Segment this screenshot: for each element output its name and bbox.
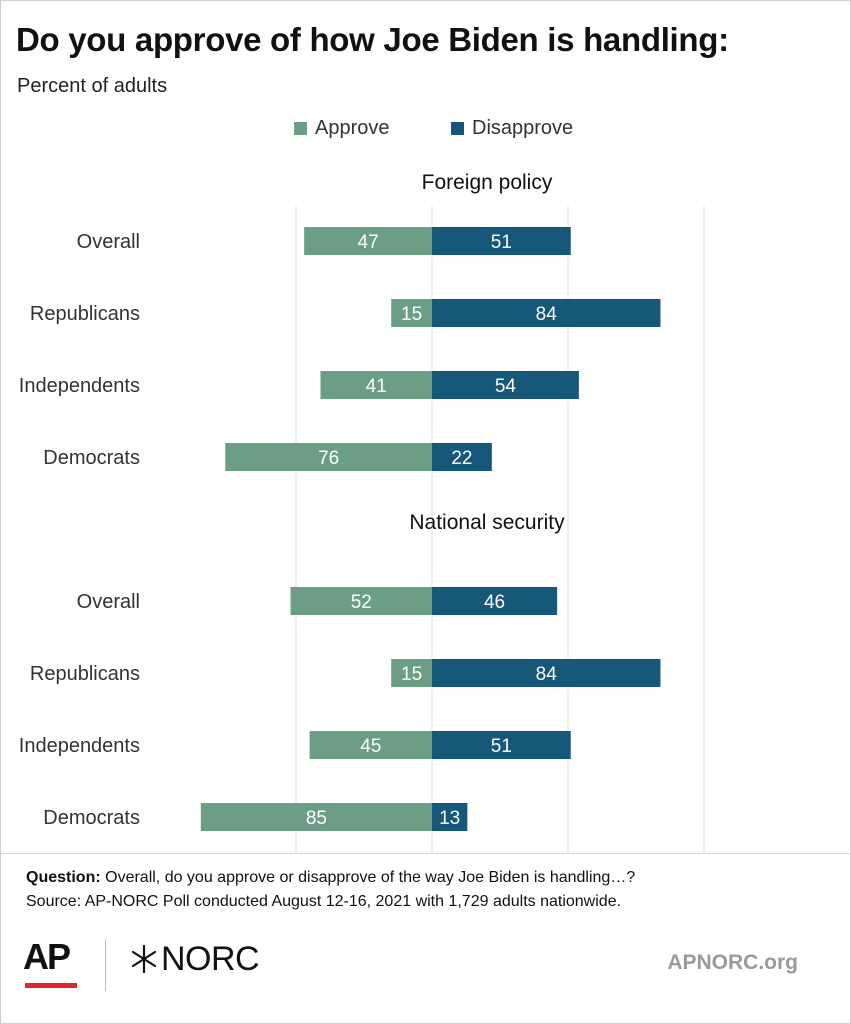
legend-item-disapprove: Disapprove	[451, 117, 573, 140]
bar-approve	[391, 299, 432, 327]
legend-swatch-disapprove	[451, 122, 464, 135]
data-label-approve: 41	[366, 376, 387, 397]
bar-disapprove	[432, 731, 571, 759]
bar-disapprove	[432, 659, 661, 687]
category-label: Democrats	[43, 447, 140, 469]
norc-logo: NORC	[129, 939, 260, 979]
data-label-disapprove: 51	[491, 232, 512, 253]
ap-logo: AP	[23, 937, 79, 995]
data-label-approve: 15	[401, 304, 422, 325]
data-label-disapprove: 84	[536, 304, 558, 325]
bar-disapprove	[432, 227, 571, 255]
panel-title-2: National security	[409, 511, 565, 534]
bar-disapprove	[432, 299, 661, 327]
bar-approve	[320, 371, 432, 399]
bar-disapprove	[432, 587, 558, 615]
legend-label-disapprove: Disapprove	[472, 117, 574, 139]
data-label-approve: 52	[351, 592, 372, 613]
apnorc-site-link[interactable]: APNORC.org	[667, 951, 798, 974]
data-label-approve: 76	[318, 448, 339, 469]
data-label-disapprove: 22	[451, 448, 472, 469]
legend: Approve Disapprove	[1, 117, 850, 145]
data-label-disapprove: 84	[536, 664, 558, 685]
ap-logo-underline	[25, 983, 77, 988]
bar-disapprove	[432, 443, 492, 471]
bar-approve	[391, 659, 432, 687]
data-label-disapprove: 51	[491, 736, 512, 757]
data-label-approve: 15	[401, 664, 422, 685]
legend-label-approve: Approve	[315, 117, 390, 139]
ap-logo-text: AP	[23, 936, 71, 977]
bar-approve	[309, 731, 432, 759]
bar-disapprove	[432, 803, 468, 831]
legend-swatch-approve	[294, 122, 307, 135]
logo-divider	[105, 939, 106, 991]
bar-approve	[304, 227, 432, 255]
data-label-approve: 85	[306, 808, 327, 829]
bar-disapprove	[432, 371, 579, 399]
footer-divider	[1, 853, 850, 854]
category-label: Independents	[19, 735, 140, 757]
question-note: Question: Overall, do you approve or dis…	[26, 869, 635, 887]
category-label: Republicans	[30, 303, 140, 325]
bar-approve	[225, 443, 432, 471]
question-text: Overall, do you approve or disapprove of…	[100, 869, 636, 886]
data-label-approve: 47	[358, 232, 379, 253]
bar-chart: Foreign policy Overall 47 51 Republicans 15 84…	[19, 171, 705, 853]
data-label-disapprove: 54	[495, 376, 517, 397]
category-label: Republicans	[30, 663, 140, 685]
source-note: Source: AP-NORC Poll conducted August 12…	[26, 893, 622, 910]
data-label-disapprove: 13	[439, 808, 460, 829]
norc-star-icon	[131, 944, 157, 974]
category-label: Overall	[77, 231, 140, 253]
bar-approve	[200, 803, 432, 831]
norc-logo-text: NORC	[161, 939, 260, 978]
question-label: Question:	[26, 869, 101, 886]
category-label: Democrats	[43, 807, 140, 829]
chart-title: Do you approve of how Joe Biden is handl…	[16, 21, 729, 58]
panel-title-1: Foreign policy	[422, 171, 553, 194]
legend-item-approve: Approve	[294, 117, 390, 140]
bar-approve	[290, 587, 432, 615]
category-label: Independents	[19, 375, 140, 397]
category-label: Overall	[77, 591, 140, 613]
chart-subtitle: Percent of adults	[17, 75, 168, 97]
data-label-disapprove: 46	[484, 592, 505, 613]
data-label-approve: 45	[360, 736, 381, 757]
